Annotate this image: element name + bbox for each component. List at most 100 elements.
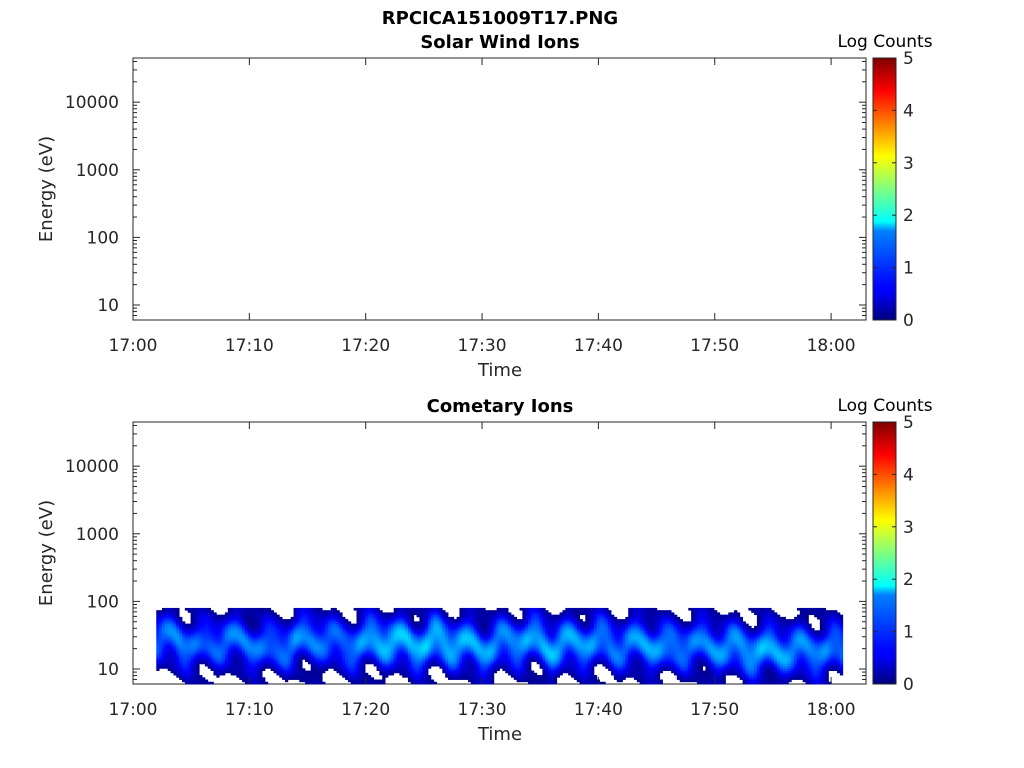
heatmap-cell — [473, 607, 478, 611]
heatmap-cell — [390, 612, 395, 616]
heatmap-cell — [239, 610, 243, 613]
heatmap-cell — [591, 645, 595, 649]
heatmap-cell — [565, 637, 569, 640]
heatmap-cell — [445, 632, 449, 636]
heatmap-cell — [322, 634, 326, 638]
heatmap-cell — [193, 610, 197, 613]
heatmap-cell — [585, 634, 589, 638]
heatmap-cell — [204, 641, 209, 645]
heatmap-cell — [385, 632, 389, 636]
heatmap-cell — [525, 634, 529, 638]
x-tick-label: 17:50 — [690, 336, 739, 356]
heatmap-cell — [333, 637, 337, 640]
heatmap-cell — [419, 634, 423, 638]
heatmap-cell — [359, 637, 363, 640]
heatmap-cell — [213, 637, 217, 640]
heatmap-cell — [453, 672, 457, 676]
heatmap-cell — [416, 628, 420, 631]
heatmap-cell — [422, 630, 426, 633]
heatmap-cell — [193, 681, 197, 685]
heatmap-cell — [525, 677, 529, 680]
heatmap-cell — [582, 639, 586, 642]
heatmap-cell — [239, 663, 243, 667]
heatmap-cell — [362, 630, 366, 633]
heatmap-cell — [296, 661, 300, 665]
heatmap-cell — [427, 648, 432, 651]
heatmap-cell — [513, 654, 518, 658]
heatmap-cell — [359, 666, 363, 669]
heatmap-cell — [353, 652, 357, 656]
heatmap-cell — [307, 677, 312, 680]
heatmap-cell — [556, 661, 560, 665]
heatmap-cell — [202, 661, 206, 665]
heatmap-cell — [433, 654, 437, 658]
heatmap-cell — [405, 657, 409, 660]
heatmap-cell — [333, 607, 337, 611]
heatmap-cell — [516, 632, 520, 636]
heatmap-cell — [247, 607, 252, 611]
heatmap-cell — [336, 619, 340, 622]
heatmap-cell — [390, 621, 395, 624]
heatmap-cell — [222, 650, 226, 654]
heatmap-cell — [264, 621, 269, 624]
heatmap-cell — [359, 668, 363, 671]
heatmap-cell — [253, 654, 257, 658]
heatmap-cell — [399, 628, 403, 631]
heatmap-cell — [342, 657, 346, 660]
heatmap-cell — [196, 639, 200, 642]
heatmap-cell — [370, 625, 375, 629]
heatmap-cell — [230, 619, 234, 622]
heatmap-cell — [170, 650, 174, 654]
heatmap-cell — [456, 661, 460, 665]
heatmap-cell — [508, 614, 512, 618]
heatmap-cell — [508, 625, 512, 629]
heatmap-cell — [533, 632, 538, 636]
heatmap-cell — [299, 659, 303, 663]
heatmap-cell — [227, 654, 232, 658]
heatmap-cell — [505, 643, 509, 647]
heatmap-cell — [359, 645, 363, 649]
heatmap-cell — [396, 666, 400, 669]
heatmap-cell — [387, 634, 392, 638]
heatmap-cell — [425, 610, 429, 613]
heatmap-cell — [319, 648, 323, 651]
heatmap-cell — [222, 625, 226, 629]
heatmap-cell — [227, 612, 232, 616]
heatmap-cell — [522, 652, 526, 656]
heatmap-cell — [613, 645, 618, 649]
heatmap-cell — [445, 645, 449, 649]
heatmap-cell — [468, 614, 472, 618]
heatmap-cell — [365, 630, 369, 633]
heatmap-cell — [571, 639, 575, 642]
heatmap-cell — [390, 650, 395, 654]
heatmap-cell — [256, 677, 260, 680]
heatmap-cell — [573, 657, 578, 660]
heatmap-cell — [599, 654, 603, 658]
heatmap-cell — [433, 652, 437, 656]
heatmap-cell — [402, 657, 406, 660]
heatmap-cell — [282, 625, 286, 629]
heatmap-cell — [490, 654, 495, 658]
heatmap-cell — [588, 661, 592, 665]
heatmap-cell — [482, 632, 486, 636]
heatmap-cell — [599, 639, 603, 642]
heatmap-cell — [562, 623, 566, 627]
heatmap-cell — [576, 621, 580, 624]
heatmap-cell — [282, 637, 286, 640]
heatmap-cell — [470, 616, 475, 620]
heatmap-cell — [339, 641, 343, 645]
heatmap-cell — [244, 648, 249, 651]
heatmap-cell — [479, 654, 483, 658]
heatmap-cell — [536, 621, 540, 624]
heatmap-cell — [476, 659, 480, 663]
heatmap-cell — [287, 637, 292, 640]
heatmap-cell — [456, 652, 460, 656]
heatmap-cell — [407, 625, 412, 629]
y-tick-label: 10 — [97, 296, 119, 316]
heatmap-cell — [416, 650, 420, 654]
heatmap-cell — [296, 677, 300, 680]
heatmap-cell — [216, 661, 220, 665]
heatmap-cell — [488, 663, 492, 667]
heatmap-cell — [519, 623, 523, 627]
heatmap-cell — [293, 668, 297, 671]
